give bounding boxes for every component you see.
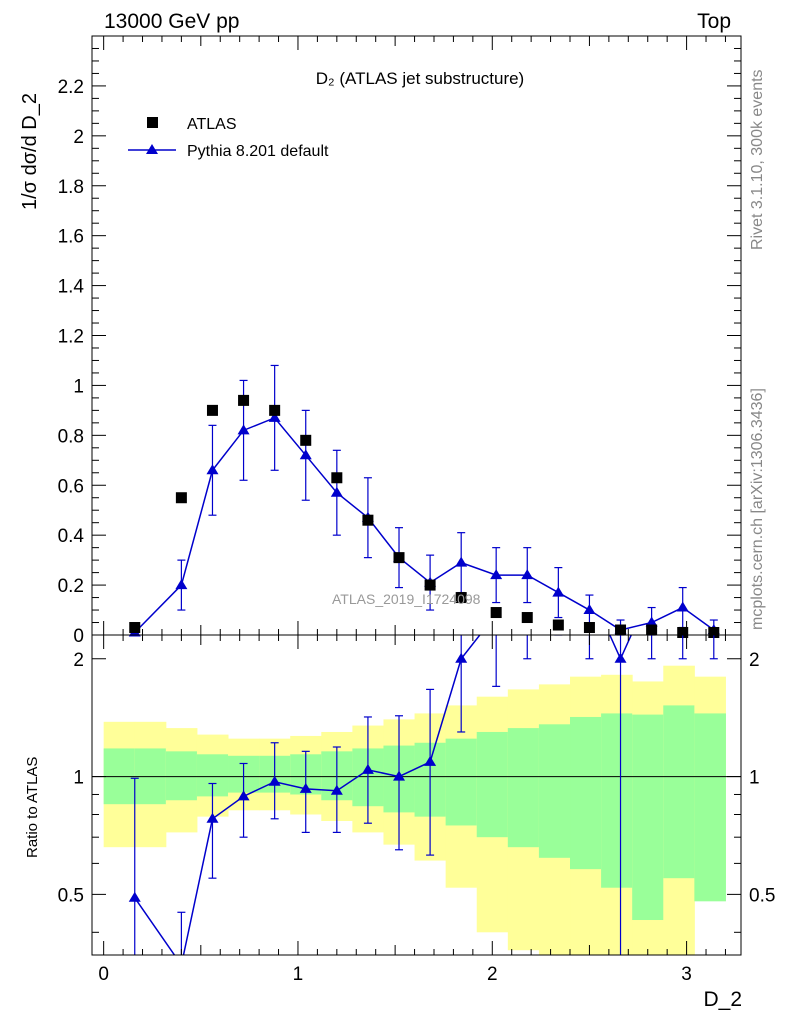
data-point (331, 472, 343, 484)
ratio-point (393, 770, 406, 781)
main-ytick-label: 0.6 (58, 476, 84, 497)
data-point (393, 552, 405, 564)
data-point (238, 394, 250, 406)
ratio-band-inner (570, 716, 602, 870)
mc-point (330, 486, 343, 497)
ratio-bands (103, 665, 726, 955)
legend-mc-label: Pythia 8.201 default (187, 143, 329, 160)
main-ylabel: 1/σ dσ/d D_2 (19, 93, 41, 210)
ratio-point (128, 891, 141, 902)
ratio-point (361, 763, 374, 774)
xtick-label: 2 (487, 964, 498, 985)
data-point (552, 619, 564, 631)
mc-point (299, 449, 312, 460)
ratio-point (299, 782, 312, 793)
data-point (269, 404, 281, 416)
mc-point (490, 569, 503, 580)
analysis-label: ATLAS_2019_I1724098 (332, 591, 481, 607)
data-point (129, 622, 141, 634)
ratio-ytick-label: 0.5 (58, 885, 84, 906)
data-point (455, 592, 467, 604)
ratio-point (614, 652, 627, 663)
ratio-point (237, 790, 250, 801)
data-point (175, 492, 187, 504)
ratio-point (424, 755, 437, 766)
header-right: Top (697, 10, 731, 33)
mc-point (521, 569, 534, 580)
ratio-band-inner (632, 714, 664, 921)
mc-point (552, 586, 565, 597)
ratio-band-inner (538, 724, 571, 858)
axis-ticks: 0 0.2 0.4 0.6 0.8 1 1.2 1.4 1.6 1.8 2 2.2 0 1 2 3 0.5 0.5… (58, 35, 775, 985)
plot-title: D₂ (ATLAS jet substructure) (316, 69, 524, 88)
legend: ATLAS Pythia 8.201 default (128, 116, 329, 160)
main-ytick-label: 1.4 (58, 277, 85, 298)
data-point (300, 434, 312, 446)
data-point (615, 624, 627, 636)
main-ytick-label: 1.6 (58, 227, 84, 248)
data-point (708, 627, 720, 639)
mc-point (676, 601, 689, 612)
ratio-point (206, 812, 219, 823)
data-point (521, 612, 533, 624)
legend-data-marker (147, 117, 158, 128)
main-ytick-label: 1.8 (58, 177, 84, 198)
ratio-ytick-label: 1 (73, 768, 84, 789)
mc-point (583, 604, 596, 615)
main-ytick-label: 2.2 (58, 77, 84, 98)
ratio-ytick-label-right: 1 (749, 768, 760, 789)
xtick-label: 3 (681, 964, 692, 985)
mc-point (268, 411, 281, 422)
ratio-series (128, 635, 718, 955)
ratio-frame (91, 634, 742, 956)
xtick-label: 1 (293, 964, 304, 985)
data-point (490, 607, 502, 619)
data-point (362, 514, 374, 526)
main-ytick-label: 1.2 (58, 327, 84, 348)
xlabel: D_2 (703, 988, 742, 1011)
data-point (646, 624, 658, 636)
data-point (206, 404, 218, 416)
data-point (677, 627, 689, 639)
mcplots-label: mcplots.cern.ch [arXiv:1306.3436] (749, 388, 766, 630)
legend-data-label: ATLAS (187, 116, 237, 133)
ratio-band-inner (663, 705, 695, 879)
main-ytick-label: 1 (73, 376, 84, 397)
mc-point (645, 616, 658, 627)
header-left: 13000 GeV pp (104, 10, 239, 33)
rivet-label: Rivet 3.1.10, 300k events (749, 69, 766, 250)
main-ytick-label: 0.8 (58, 426, 84, 447)
ratio-point (455, 652, 468, 663)
ratio-panel (128, 635, 718, 955)
ratio-ytick-label-right: 0.5 (749, 885, 775, 906)
xtick-label: 0 (98, 964, 109, 985)
ratio-band-inner (694, 713, 726, 902)
ratio-band-inner (476, 731, 509, 838)
ratio-point (268, 775, 281, 786)
mc-point (455, 556, 468, 567)
data-point (424, 579, 436, 591)
ratio-band-inner (445, 738, 478, 826)
main-ytick-label: 0 (73, 626, 84, 647)
mc-point (206, 464, 219, 475)
main-ytick-label: 2 (73, 127, 84, 148)
ratio-band-inner (165, 751, 198, 801)
ratio-ytick-label: 2 (73, 650, 84, 671)
main-ytick-label: 0.2 (58, 576, 84, 597)
legend-mc-marker (146, 144, 158, 154)
mc-point (237, 424, 250, 435)
main-ytick-label: 0.4 (58, 526, 85, 547)
main-panel (128, 364, 720, 639)
ratio-point (330, 784, 343, 795)
mc-point (175, 579, 188, 590)
ratio-ytick-label-right: 2 (749, 650, 760, 671)
ratio-band-inner (601, 713, 633, 888)
ratio-band-inner (507, 728, 540, 848)
ratio-ylabel: Ratio to ATLAS (24, 757, 41, 858)
